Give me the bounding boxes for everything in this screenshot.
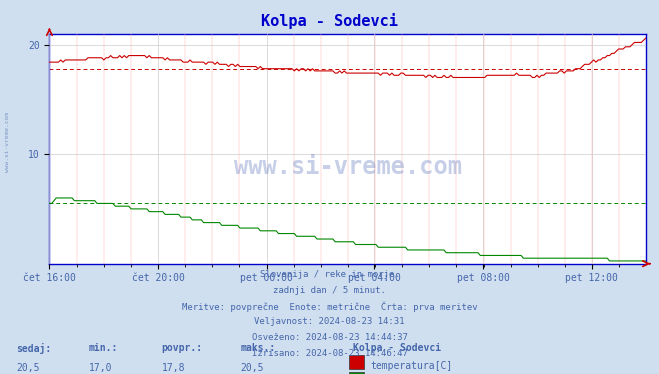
Text: zadnji dan / 5 minut.: zadnji dan / 5 minut. bbox=[273, 286, 386, 295]
Text: Slovenija / reke in morje.: Slovenija / reke in morje. bbox=[260, 270, 399, 279]
Text: 17,8: 17,8 bbox=[161, 363, 185, 373]
Text: Kolpa - Sodevci: Kolpa - Sodevci bbox=[261, 13, 398, 29]
Text: sedaj:: sedaj: bbox=[16, 343, 51, 354]
Text: povpr.:: povpr.: bbox=[161, 343, 202, 353]
Text: min.:: min.: bbox=[89, 343, 119, 353]
Text: Veljavnost: 2024-08-23 14:31: Veljavnost: 2024-08-23 14:31 bbox=[254, 317, 405, 326]
Text: maks.:: maks.: bbox=[241, 343, 275, 353]
Text: 20,5: 20,5 bbox=[16, 363, 40, 373]
Text: Izrisano: 2024-08-23 14:46:47: Izrisano: 2024-08-23 14:46:47 bbox=[252, 349, 407, 358]
Text: temperatura[C]: temperatura[C] bbox=[370, 361, 453, 371]
Text: Osveženo: 2024-08-23 14:44:37: Osveženo: 2024-08-23 14:44:37 bbox=[252, 333, 407, 342]
Text: www.si-vreme.com: www.si-vreme.com bbox=[234, 155, 461, 179]
Text: 20,5: 20,5 bbox=[241, 363, 264, 373]
Text: Kolpa - Sodevci: Kolpa - Sodevci bbox=[353, 343, 441, 353]
Text: 17,0: 17,0 bbox=[89, 363, 113, 373]
Text: Meritve: povprečne  Enote: metrične  Črta: prva meritev: Meritve: povprečne Enote: metrične Črta:… bbox=[182, 301, 477, 312]
Text: www.si-vreme.com: www.si-vreme.com bbox=[5, 112, 11, 172]
